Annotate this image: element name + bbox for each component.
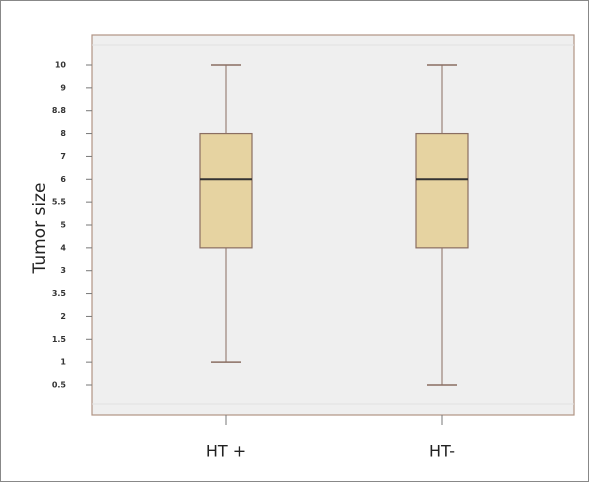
y-tick-label: 9 bbox=[60, 83, 66, 92]
y-tick-label: 10 bbox=[55, 61, 67, 70]
y-tick-label: 4 bbox=[60, 243, 66, 252]
y-tick-label: 5.5 bbox=[52, 198, 67, 207]
x-tick-label: HT- bbox=[429, 442, 455, 461]
box bbox=[415, 132, 469, 249]
y-tick-label: 8.8 bbox=[52, 106, 67, 115]
y-tick-label: 0.5 bbox=[52, 381, 67, 390]
y-tick-label: 8 bbox=[60, 129, 66, 138]
y-tick-label: 5 bbox=[60, 221, 66, 230]
y-axis-label: Tumor size bbox=[30, 183, 50, 275]
y-tick-label: 7 bbox=[60, 152, 66, 161]
y-tick-label: 6 bbox=[60, 175, 66, 184]
plot-area bbox=[91, 34, 575, 416]
box bbox=[199, 132, 253, 249]
y-tick-label: 2 bbox=[60, 312, 66, 321]
x-tick-label: HT + bbox=[206, 442, 246, 461]
y-tick-label: 3 bbox=[60, 266, 66, 275]
y-tick-label: 1.5 bbox=[52, 335, 67, 344]
y-tick-label: 1 bbox=[60, 358, 66, 367]
y-tick-label: 3.5 bbox=[52, 289, 67, 298]
